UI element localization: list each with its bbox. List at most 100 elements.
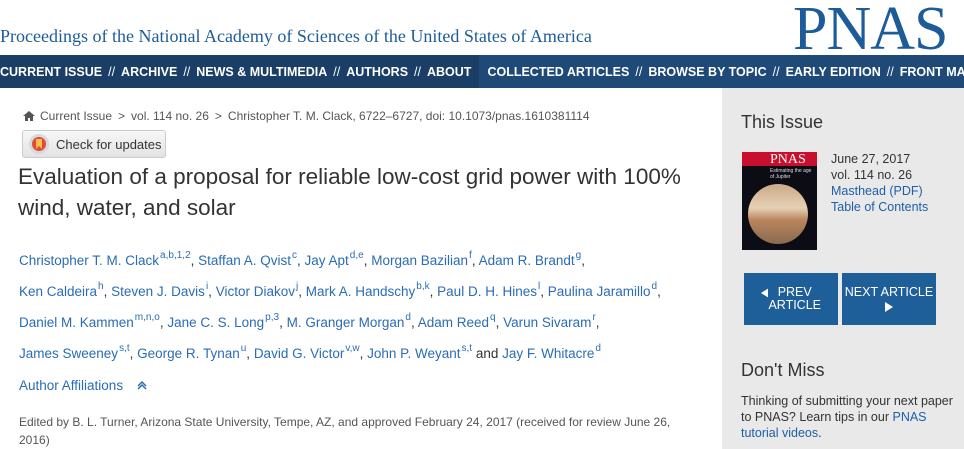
author-name[interactable]: Adam Reed [417,315,490,330]
author-name[interactable]: Paulina Jaramillo [547,284,651,299]
sidebar [722,88,964,449]
author-affiliation-marks[interactable]: q [490,312,496,323]
promo-link[interactable]: PNAS tutorial videos [741,410,927,440]
author-separator: , [103,284,108,299]
author-name[interactable]: Jay F. Whitacre [502,346,595,361]
author-separator: , [410,315,415,330]
affiliations-toggle[interactable]: Author Affiliations [19,378,147,393]
author-affiliation-marks[interactable]: a,b,1,2 [160,250,191,261]
author-separator: , [298,284,302,299]
author-affiliation-marks[interactable]: d [595,343,601,354]
author-affiliation-marks[interactable]: j [295,281,299,292]
author-separator: , [359,346,364,361]
journal-name[interactable]: Proceedings of the National Academy of S… [0,26,592,46]
check-updates-button[interactable]: Check for updates [22,130,166,158]
nav-item[interactable]: CURRENT ISSUE [0,64,103,79]
author-name[interactable]: Paul D. H. Hines [437,284,537,299]
author-affiliation-marks[interactable]: m,n,o [134,312,160,323]
author-affiliation-marks[interactable]: d [405,312,411,323]
author-name[interactable]: James Sweeney [19,346,119,361]
issue-info: June 27, 2017 vol. 114 no. 26 Masthead (… [831,151,928,215]
author-separator: , [208,284,212,299]
author-line: Daniel M. Kammenm,n,o, Jane C. S. Longp,… [19,302,719,333]
nav-separator: // [333,64,341,79]
author-name[interactable]: David G. Victor [253,346,345,361]
breadcrumb-separator: > [118,109,126,123]
author-name[interactable]: Morgan Bazilian [371,253,469,268]
toc-link[interactable]: Table of Contents [831,200,929,214]
author-name[interactable]: Staffan A. Qvist [198,253,291,268]
author-separator: , [495,315,500,330]
author-separator: , [581,253,585,268]
masthead-link[interactable]: Masthead (PDF) [831,184,923,198]
author-affiliation-marks[interactable]: s,t [119,343,130,354]
breadcrumb-item[interactable]: Current Issue [40,109,113,123]
home-icon[interactable] [22,110,36,122]
promo-end: . [818,426,822,440]
author-separator: , [363,253,368,268]
nav-item[interactable]: ARCHIVE [121,64,178,79]
author-affiliation-marks[interactable]: v,w [345,343,360,354]
issue-date: June 27, 2017 [831,152,911,166]
nav-right: COLLECTED ARTICLES // BROWSE BY TOPIC // EAR… [479,55,964,88]
nav-item[interactable]: FRONT MATTER [899,64,964,79]
logo[interactable]: PNAS [793,0,949,63]
author-affiliation-marks[interactable]: i [205,281,209,292]
author-affiliation-marks[interactable]: g [575,250,582,261]
author-name[interactable]: M. Granger Morgan [286,315,405,330]
author-name[interactable]: Varun Sivaram [503,315,592,330]
nav-separator: // [414,64,421,79]
nav-separator: // [886,64,894,79]
author-name[interactable]: Steven J. Davis [111,284,205,299]
nav-item[interactable]: AUTHORS [346,64,409,79]
article-title: Evaluation of a proposal for reliable lo… [18,164,681,220]
nav-item[interactable]: NEWS & MULTIMEDIA [196,64,328,79]
nav-item[interactable]: BROWSE BY TOPIC [648,64,767,79]
author-affiliation-marks[interactable]: r [592,312,596,323]
author-affiliation-marks[interactable]: b,k [416,281,430,292]
nav-item[interactable]: COLLECTED ARTICLES [487,64,630,79]
author-name[interactable]: Adam R. Brandt [478,253,575,268]
issue-cover[interactable]: PNAS Estimating the age of Jupiter [742,152,817,250]
author-name[interactable]: Victor Diakov [215,284,295,299]
nav-separator: // [108,64,116,79]
check-updates-label: Check for updates [56,136,162,152]
author-name[interactable]: Jay Apt [304,253,349,268]
author-affiliation-marks[interactable]: p,3 [265,312,280,323]
nav-item[interactable]: EARLY EDITION [785,64,881,79]
author-name[interactable]: Christopher T. M. Clack [19,253,160,268]
author-affiliation-marks[interactable]: c [291,250,297,261]
author-name[interactable]: Daniel M. Kammen [19,315,134,330]
author-affiliation-marks[interactable]: d,e [349,250,364,261]
next-article-button[interactable]: NEXT ARTICLE [842,273,936,325]
author-name[interactable]: Jane C. S. Long [167,315,265,330]
affiliations-label[interactable]: Author Affiliations [19,378,124,393]
cover-headline: Estimating the age of Jupiter [770,168,812,180]
author-affiliation-marks[interactable]: h [98,281,104,292]
dont-miss-heading: Don't Miss [741,360,825,380]
author-list: Christopher T. M. Clacka,b,1,2, Staffan … [19,240,719,364]
promo-text: Thinking of submitting your next paper t… [741,393,956,441]
breadcrumb-separator: > [214,109,222,123]
chevron-icon [137,380,147,390]
author-affiliation-marks[interactable]: f [469,250,472,261]
author-line: James Sweeneys,t, George R. Tynanu, Davi… [19,333,719,364]
author-name[interactable]: John P. Weyant [367,346,461,361]
author-affiliation-marks[interactable]: s,t [461,343,473,354]
author-line: Ken Caldeirah, Steven J. Davisi, Victor … [19,271,719,302]
cover-art [748,184,808,244]
author-name[interactable]: George R. Tynan [137,346,240,361]
author-affiliation-marks[interactable]: l [537,281,541,292]
nav-item[interactable]: ABOUT [427,64,472,79]
this-issue-heading: This Issue [741,112,824,132]
author-separator: , [429,284,434,299]
author-name[interactable]: Ken Caldeira [19,284,98,299]
author-affiliation-marks[interactable]: u [240,343,247,354]
author-affiliation-marks[interactable]: d [651,281,658,292]
author-name[interactable]: Mark A. Handschy [305,284,416,299]
prev-article-button[interactable]: PREV ARTICLE [744,273,838,325]
author-separator: , [296,253,301,268]
breadcrumb-item[interactable]: vol. 114 no. 26 [131,109,209,123]
nav-bar: CURRENT ISSUE // ARCHIVE // NEWS & MULTIMEDI… [0,55,964,88]
